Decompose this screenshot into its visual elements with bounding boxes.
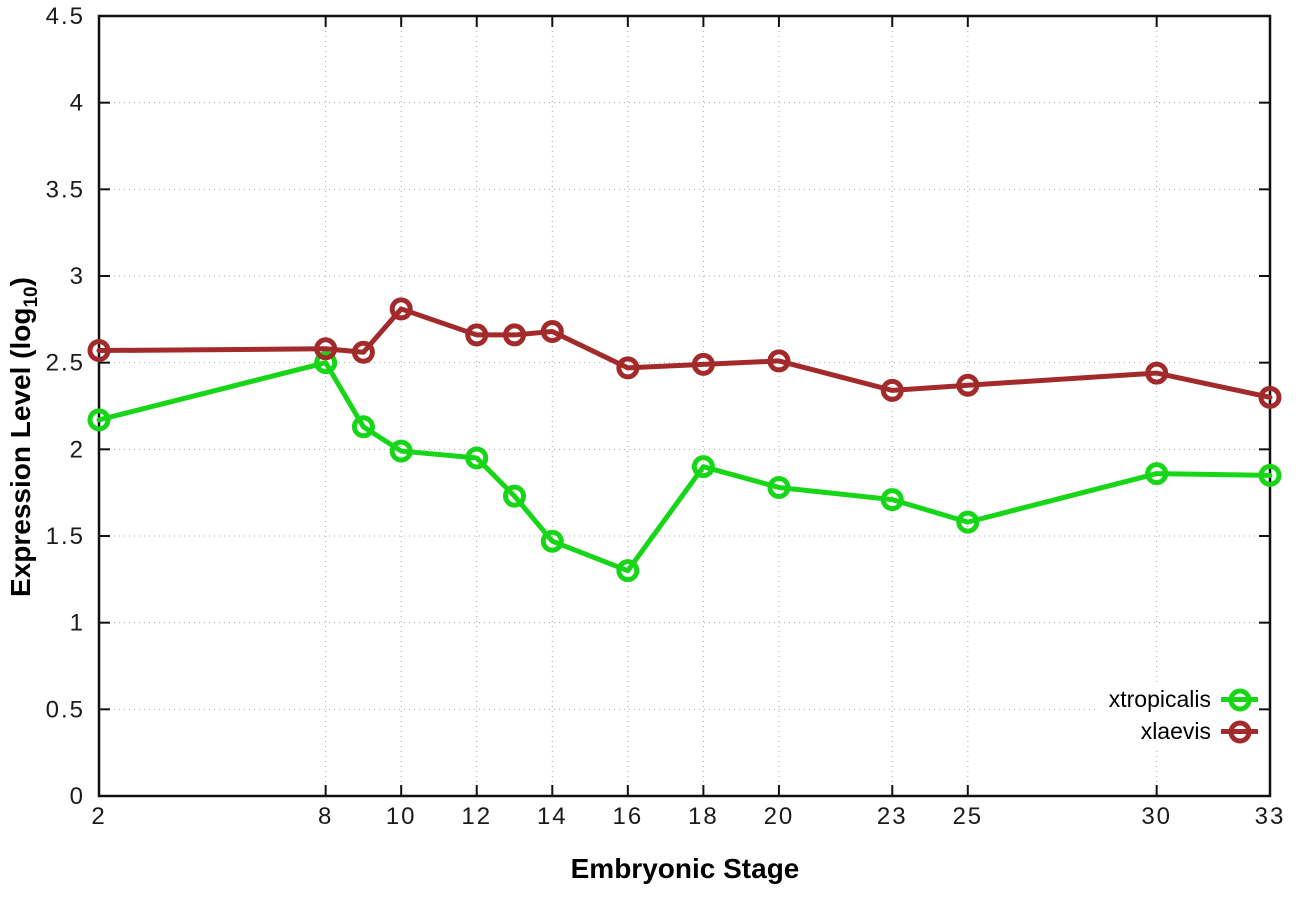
x-tick-label-14: 14 — [537, 803, 568, 830]
data-point-xlaevis-stage-9 — [351, 340, 375, 364]
data-point-xlaevis-stage-23 — [880, 378, 904, 402]
legend-circle-marker — [1228, 720, 1251, 743]
legend-circle-marker — [1228, 688, 1251, 711]
data-point-xlaevis-stage-16 — [616, 356, 640, 380]
data-point-xtropicalis-stage-33 — [1258, 463, 1282, 487]
data-point-xlaevis-stage-14 — [540, 319, 564, 343]
data-point-xlaevis-stage-10 — [389, 297, 413, 321]
x-axis-title: Embryonic Stage — [570, 853, 800, 884]
legend-line-circle-marker-xtropicalis — [1221, 688, 1258, 711]
y-tick-label-0.5: 0.5 — [46, 696, 85, 723]
x-tick-label-25: 25 — [952, 803, 983, 830]
data-point-xlaevis-stage-8 — [314, 337, 338, 361]
x-tick-label-12: 12 — [461, 803, 492, 830]
data-point-xtropicalis-stage-13 — [503, 484, 527, 508]
legend-item-xtropicalis: xtropicalis — [1109, 685, 1258, 714]
y-tick-label-1.5: 1.5 — [46, 523, 85, 550]
data-point-xlaevis-stage-13 — [503, 323, 527, 347]
y-tick-label-4.5: 4.5 — [46, 3, 85, 30]
data-point-xtropicalis-stage-20 — [767, 475, 791, 499]
data-point-xtropicalis-stage-30 — [1145, 462, 1169, 486]
data-point-xtropicalis-stage-23 — [880, 488, 904, 512]
data-point-xlaevis-stage-30 — [1145, 361, 1169, 385]
y-axis-title: Expression Level (log10) — [5, 277, 43, 597]
x-tick-label-8: 8 — [318, 803, 333, 830]
data-point-xtropicalis-stage-2 — [87, 408, 111, 432]
x-tick-label-2: 2 — [91, 803, 106, 830]
data-point-xtropicalis-stage-14 — [540, 529, 564, 553]
legend: xtropicalis xlaevis — [1098, 683, 1258, 748]
data-point-xtropicalis-stage-12 — [465, 446, 489, 470]
data-point-xtropicalis-stage-25 — [956, 510, 980, 534]
x-tick-label-23: 23 — [877, 803, 908, 830]
x-tick-label-10: 10 — [386, 803, 417, 830]
data-point-xlaevis-stage-25 — [956, 373, 980, 397]
legend-label-xlaevis: xlaevis — [1140, 718, 1211, 744]
y-tick-label-0: 0 — [70, 783, 85, 810]
legend-label-xtropicalis: xtropicalis — [1108, 686, 1211, 712]
series-line-xtropicalis — [96, 360, 1273, 574]
y-axis-title-subscript: 10 — [20, 286, 42, 308]
x-tick-label-18: 18 — [688, 803, 719, 830]
data-point-xtropicalis-stage-9 — [351, 415, 375, 439]
y-tick-label-3.5: 3.5 — [46, 176, 85, 203]
x-tick-label-33: 33 — [1255, 803, 1286, 830]
y-tick-label-2.5: 2.5 — [46, 350, 85, 377]
data-point-xlaevis-stage-18 — [691, 352, 715, 376]
data-point-xlaevis-stage-2 — [87, 339, 111, 363]
y-axis-title-text: Expression Level (log — [5, 307, 37, 597]
legend-item-xlaevis: xlaevis — [1141, 717, 1258, 746]
data-point-xtropicalis-stage-10 — [389, 439, 413, 463]
data-point-xlaevis-stage-12 — [465, 323, 489, 347]
x-tick-label-16: 16 — [612, 803, 643, 830]
x-tick-label-20: 20 — [764, 803, 795, 830]
x-tick-label-30: 30 — [1141, 803, 1172, 830]
y-tick-label-1: 1 — [70, 610, 85, 637]
series-line-xlaevis — [96, 306, 1273, 400]
data-point-xtropicalis-stage-8 — [314, 351, 338, 375]
data-point-xtropicalis-stage-18 — [691, 455, 715, 479]
y-tick-label-4: 4 — [70, 90, 85, 117]
y-tick-label-3: 3 — [70, 263, 85, 290]
plot-border — [97, 14, 1272, 798]
legend-line-circle-marker-xlaevis — [1221, 720, 1258, 743]
y-tick-label-2: 2 — [70, 436, 85, 463]
data-point-xtropicalis-stage-16 — [616, 559, 640, 583]
data-point-xlaevis-stage-33 — [1258, 385, 1282, 409]
y-axis-title-close: ) — [5, 277, 37, 287]
data-point-xlaevis-stage-20 — [767, 349, 791, 373]
